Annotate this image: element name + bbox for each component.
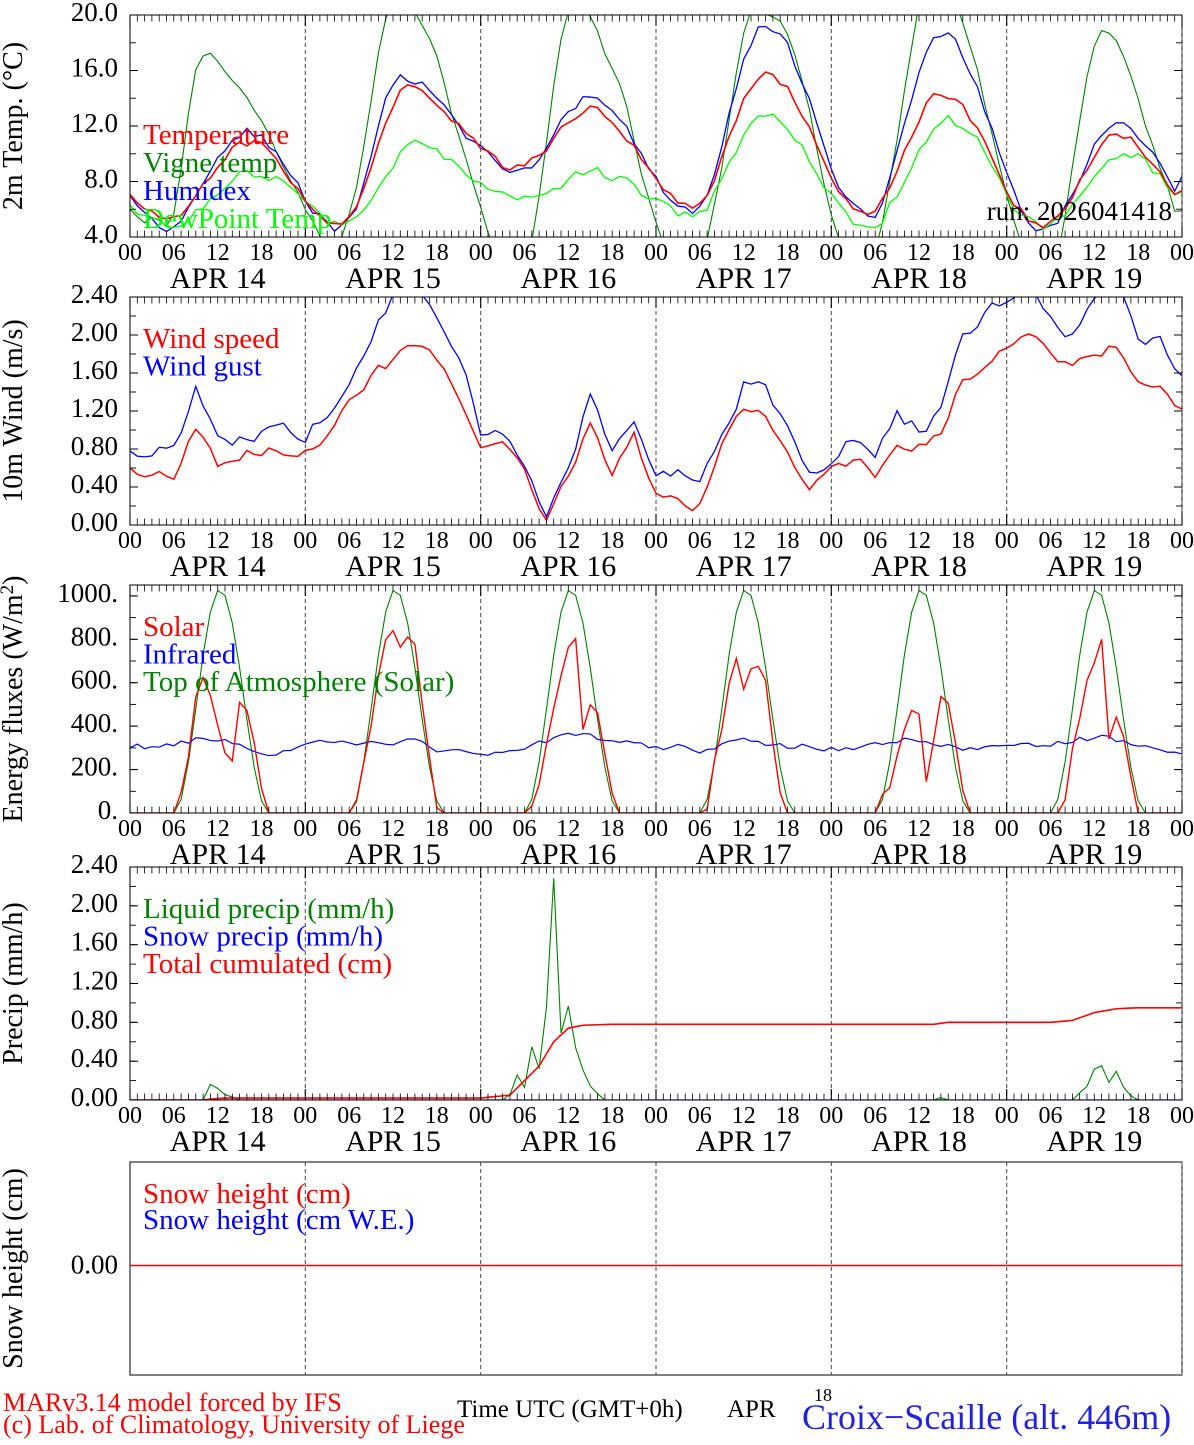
svg-text:APR 18: APR 18 (871, 550, 967, 583)
svg-text:12.0: 12.0 (71, 108, 118, 138)
svg-text:0.00: 0.00 (71, 1250, 118, 1280)
svg-text:2m Temp. (°C): 2m Temp. (°C) (0, 42, 29, 210)
svg-text:2.40: 2.40 (71, 849, 118, 879)
svg-text:00: 00 (644, 240, 668, 266)
svg-text:2.40: 2.40 (71, 279, 118, 309)
svg-text:APR 17: APR 17 (696, 1125, 792, 1158)
svg-text:200.: 200. (71, 752, 118, 782)
svg-text:APR 18: APR 18 (871, 262, 967, 295)
svg-text:00: 00 (118, 1103, 142, 1129)
svg-text:APR 15: APR 15 (345, 550, 441, 583)
svg-text:00: 00 (469, 528, 493, 554)
svg-text:Total cumulated (cm): Total cumulated (cm) (143, 948, 392, 980)
svg-text:00: 00 (819, 240, 843, 266)
svg-text:00: 00 (469, 1103, 493, 1129)
svg-text:0.80: 0.80 (71, 431, 118, 461)
svg-text:0.40: 0.40 (71, 469, 118, 499)
svg-text:00: 00 (293, 240, 317, 266)
svg-text:00: 00 (995, 816, 1019, 842)
svg-text:10m Wind (m/s): 10m Wind (m/s) (0, 319, 29, 502)
svg-text:00: 00 (819, 816, 843, 842)
svg-text:00: 00 (293, 1103, 317, 1129)
svg-text:APR 16: APR 16 (520, 838, 616, 871)
svg-text:APR 14: APR 14 (170, 1125, 266, 1158)
svg-text:00: 00 (644, 528, 668, 554)
svg-text:00: 00 (293, 816, 317, 842)
svg-text:APR 16: APR 16 (520, 1125, 616, 1158)
svg-text:00: 00 (469, 816, 493, 842)
svg-text:1.20: 1.20 (71, 966, 118, 996)
svg-text:APR 19: APR 19 (1046, 838, 1142, 871)
svg-text:00: 00 (293, 528, 317, 554)
svg-text:APR 19: APR 19 (1046, 262, 1142, 295)
svg-text:1.60: 1.60 (71, 927, 118, 957)
svg-text:APR 15: APR 15 (345, 262, 441, 295)
svg-text:run: 2026041418: run: 2026041418 (987, 196, 1172, 226)
svg-text:20.0: 20.0 (71, 0, 118, 27)
svg-text:0.00: 0.00 (71, 507, 118, 537)
svg-text:00: 00 (644, 1103, 668, 1129)
svg-text:00: 00 (995, 1103, 1019, 1129)
svg-text:1.60: 1.60 (71, 355, 118, 385)
svg-text:1000.: 1000. (57, 578, 118, 608)
svg-text:APR 19: APR 19 (1046, 550, 1142, 583)
svg-text:APR 14: APR 14 (170, 262, 266, 295)
svg-text:00: 00 (118, 528, 142, 554)
svg-text:Wind gust: Wind gust (143, 351, 262, 383)
svg-text:APR 16: APR 16 (520, 550, 616, 583)
svg-text:APR 14: APR 14 (170, 550, 266, 583)
svg-text:00: 00 (995, 240, 1019, 266)
svg-text:APR 18: APR 18 (871, 838, 967, 871)
svg-text:APR 15: APR 15 (345, 838, 441, 871)
svg-text:APR 14: APR 14 (170, 838, 266, 871)
svg-text:APR 17: APR 17 (696, 838, 792, 871)
svg-text:APR 16: APR 16 (520, 262, 616, 295)
svg-text:2.00: 2.00 (71, 888, 118, 918)
svg-text:Snow height (cm): Snow height (cm) (0, 1168, 29, 1369)
svg-text:00: 00 (469, 240, 493, 266)
svg-text:Top of Atmosphere (Solar): Top of Atmosphere (Solar) (143, 666, 454, 698)
svg-text:00: 00 (118, 816, 142, 842)
svg-text:APR: APR (727, 1396, 776, 1423)
svg-text:00: 00 (1170, 240, 1194, 266)
svg-text:0.40: 0.40 (71, 1043, 118, 1073)
svg-text:00: 00 (118, 240, 142, 266)
svg-text:DewPoint Temp: DewPoint Temp (143, 203, 331, 235)
svg-text:2.00: 2.00 (71, 317, 118, 347)
svg-text:0.80: 0.80 (71, 1004, 118, 1034)
svg-text:600.: 600. (71, 665, 118, 695)
svg-text:Energy fluxes (W/m2): Energy fluxes (W/m2) (0, 576, 29, 823)
svg-text:0.00: 0.00 (71, 1082, 118, 1112)
svg-text:APR 17: APR 17 (696, 262, 792, 295)
svg-text:00: 00 (1170, 528, 1194, 554)
svg-text:00: 00 (819, 528, 843, 554)
svg-text:Time UTC (GMT+0h): Time UTC (GMT+0h) (457, 1396, 683, 1423)
svg-text:4.0: 4.0 (84, 219, 118, 249)
svg-text:APR 19: APR 19 (1046, 1125, 1142, 1158)
svg-text:00: 00 (1170, 1103, 1194, 1129)
svg-text:400.: 400. (71, 708, 118, 738)
svg-text:(c) Lab. of Climatology, Unive: (c) Lab. of Climatology, University of L… (3, 1410, 465, 1439)
svg-text:APR 18: APR 18 (871, 1125, 967, 1158)
svg-text:800.: 800. (71, 621, 118, 651)
svg-text:APR 17: APR 17 (696, 550, 792, 583)
svg-text:Precip (mm/h): Precip (mm/h) (0, 902, 29, 1065)
svg-text:00: 00 (819, 1103, 843, 1129)
svg-text:Croix−Scaille (alt. 446m): Croix−Scaille (alt. 446m) (802, 1397, 1171, 1437)
svg-text:APR 15: APR 15 (345, 1125, 441, 1158)
svg-text:8.0: 8.0 (84, 164, 118, 194)
svg-text:00: 00 (995, 528, 1019, 554)
svg-text:Snow height (cm W.E.): Snow height (cm W.E.) (143, 1204, 414, 1236)
svg-text:00: 00 (1170, 816, 1194, 842)
svg-text:16.0: 16.0 (71, 53, 118, 83)
svg-text:00: 00 (644, 816, 668, 842)
svg-text:1.20: 1.20 (71, 393, 118, 423)
svg-text:0.: 0. (98, 795, 118, 825)
